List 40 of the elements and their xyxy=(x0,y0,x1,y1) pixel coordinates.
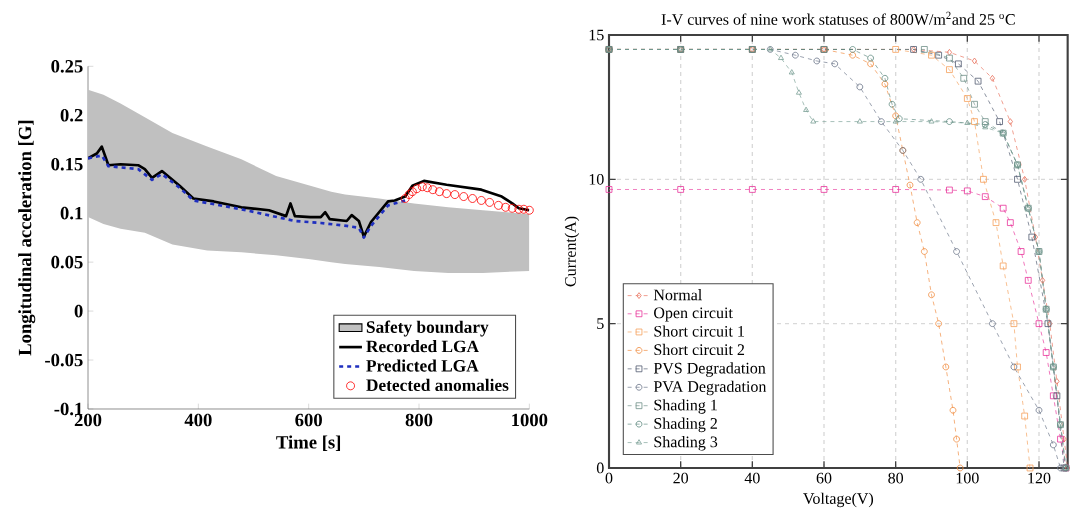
x-tick-label: 0 xyxy=(605,472,613,484)
x-tick-label: 20 xyxy=(673,472,689,484)
legend-label: Safety boundary xyxy=(366,320,489,337)
y-tick-label: 0.05 xyxy=(51,255,83,269)
y-tick-label: 0 xyxy=(596,462,604,474)
legend-label: Shading 2 xyxy=(654,417,717,433)
legend-label: Open circuit xyxy=(654,307,733,322)
y-tick-label: 0 xyxy=(74,304,83,318)
x-axis-title: Voltage(V) xyxy=(803,492,874,508)
y-axis-title: Current(A) xyxy=(564,216,580,287)
legend-label: Normal xyxy=(653,289,702,301)
y-tick-label: -0.05 xyxy=(45,353,83,367)
y-tick-label: 0.15 xyxy=(51,157,83,171)
y-tick-label: 0.2 xyxy=(60,108,83,122)
x-tick-label: 400 xyxy=(184,413,212,427)
x-tick-label: 120 xyxy=(1028,472,1051,484)
legend-label: Recorded LGA xyxy=(366,340,479,353)
x-tick-label: 40 xyxy=(744,472,760,484)
legend-label: Shading 1 xyxy=(654,399,717,414)
chart-title: I-V curves of nine work statuses of 800W/m$^{2}$and 25 $^{o}$C xyxy=(661,11,1015,25)
y-tick-label: 5 xyxy=(597,318,604,329)
legend-label: Predicted LGA xyxy=(366,359,479,372)
legend-label: Shading 3 xyxy=(654,436,718,451)
legend-label: Short circuit 1 xyxy=(654,325,744,337)
legend-label: Short circuit 2 xyxy=(654,343,745,356)
legend-label: Detected anomalies xyxy=(366,378,509,392)
legend-label: PVS Degradation xyxy=(653,362,766,377)
x-tick-label: 60 xyxy=(816,472,832,484)
x-tick-label: 800 xyxy=(405,413,433,427)
x-tick-label: 1000 xyxy=(512,413,548,427)
y-tick-label: 10 xyxy=(589,173,604,185)
x-tick-label: 600 xyxy=(295,413,322,427)
y-tick-label: 15 xyxy=(589,29,604,41)
x-axis-title: Time [s] xyxy=(276,435,341,451)
y-axis-title: Longitudinal acceleration [G] xyxy=(18,120,36,356)
legend-label: PVA Degradation xyxy=(653,380,767,396)
x-tick-label: 100 xyxy=(956,472,979,484)
x-tick-label: 80 xyxy=(888,472,904,484)
y-tick-label: 0.25 xyxy=(51,59,83,73)
y-tick-label: 0.1 xyxy=(60,206,83,220)
